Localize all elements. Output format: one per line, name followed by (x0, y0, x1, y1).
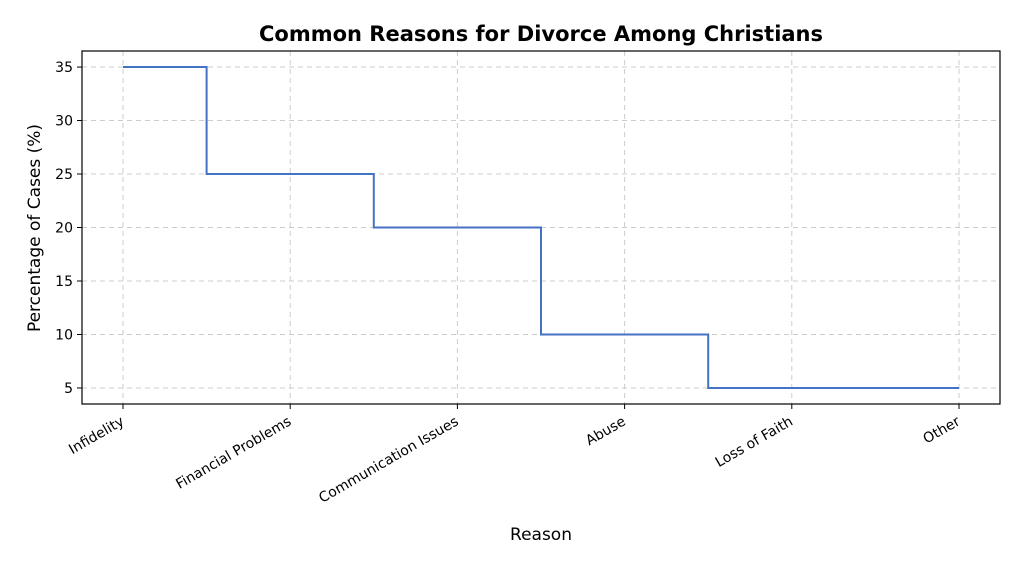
x-axis-label: Reason (510, 525, 572, 545)
series-line (123, 66, 959, 389)
chart-title: Common Reasons for Divorce Among Christi… (259, 22, 823, 46)
y-tick-label: 20 (55, 221, 73, 237)
y-tick-label: 5 (64, 381, 73, 397)
y-tick-label: 15 (55, 274, 73, 290)
y-axis-ticks: 5 10 15 20 25 30 35 (55, 60, 82, 397)
y-tick-label: 25 (55, 167, 73, 183)
y-axis-label: Percentage of Cases (%) (25, 124, 45, 332)
y-tick-label: 35 (55, 60, 73, 76)
series-layer (123, 66, 959, 389)
y-tick-label: 10 (55, 327, 73, 343)
grid-lines (82, 51, 1000, 404)
y-tick-label: 30 (55, 114, 73, 130)
